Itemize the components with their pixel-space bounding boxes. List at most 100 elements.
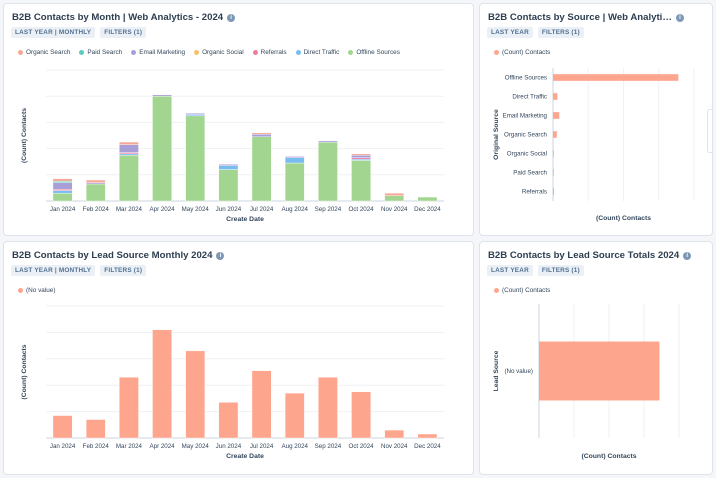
bar-organic-search bbox=[553, 131, 557, 138]
legend-item-organic-social[interactable]: Organic Social bbox=[194, 49, 244, 56]
y-tick-label: Email Marketing bbox=[503, 113, 548, 120]
legend-item-referrals[interactable]: Referrals bbox=[252, 49, 287, 56]
legend-item-offline-sources[interactable]: Offline Sources bbox=[348, 49, 400, 56]
date-range-pill[interactable]: LAST YEAR | MONTHLY bbox=[11, 27, 96, 38]
legend-swatch bbox=[348, 50, 354, 55]
bar-value-mar-2024 bbox=[119, 377, 139, 439]
date-range-pill[interactable]: LAST YEAR bbox=[487, 27, 533, 38]
legend-label: Direct Traffic bbox=[303, 49, 340, 56]
bar-value-aug-2024 bbox=[284, 392, 305, 439]
bar-direct_traffic-jan-2024 bbox=[52, 190, 73, 194]
resize-handle[interactable] bbox=[707, 109, 712, 153]
x-tick-label: Mar 2024 bbox=[116, 206, 143, 213]
y-tick-label: Offline Sources bbox=[505, 75, 547, 82]
bar-value-jun-2024 bbox=[218, 402, 239, 439]
card-title: B2B Contacts by Lead Source Totals 2024 i bbox=[488, 250, 692, 261]
info-icon[interactable]: i bbox=[675, 14, 684, 22]
bar-organic_search-oct-2024 bbox=[351, 153, 371, 156]
bar-organic_search-nov-2024 bbox=[384, 192, 405, 196]
legend-item-direct-traffic[interactable]: Direct Traffic bbox=[295, 49, 340, 56]
bar-organic_search-jan-2024 bbox=[52, 178, 73, 182]
bar-value-dec-2024 bbox=[417, 433, 438, 439]
stacked-bar-chart: Jan 2024 Feb 2024 Mar 2024 Apr 2024 May 2024… bbox=[21, 69, 444, 223]
legend-swatch bbox=[295, 50, 301, 55]
bar-email_marketing-aug-2024 bbox=[284, 156, 305, 158]
card-title: B2B Contacts by Month | Web Analytics - … bbox=[12, 12, 236, 23]
bar-offline_sources-aug-2024 bbox=[284, 162, 305, 202]
x-tick-label: Nov 2024 bbox=[381, 443, 408, 450]
x-tick-label: Oct 2024 bbox=[349, 443, 375, 450]
bar-value-oct-2024 bbox=[351, 391, 371, 439]
legend-item-no-value[interactable]: (No value) bbox=[18, 287, 55, 294]
legend-label: Referrals bbox=[260, 49, 287, 56]
chart-legend: (No value) bbox=[18, 287, 55, 294]
info-icon[interactable]: i bbox=[227, 14, 236, 22]
bar-value-apr-2024 bbox=[152, 329, 172, 439]
bar-email_marketing-mar-2024 bbox=[119, 144, 139, 153]
bar-email_marketing-may-2024 bbox=[185, 113, 206, 115]
card-title: B2B Contacts by Source | Web Analyti… i bbox=[488, 12, 700, 23]
x-tick-label: Oct 2024 bbox=[349, 206, 375, 213]
legend-swatch bbox=[131, 50, 137, 55]
bar-offline_sources-apr-2024 bbox=[152, 95, 172, 202]
x-tick-label: May 2024 bbox=[182, 443, 210, 450]
legend-item-organic-search[interactable]: Organic Search bbox=[18, 49, 70, 56]
legend-swatch bbox=[79, 50, 85, 55]
bar-organic_search-feb-2024 bbox=[85, 179, 106, 183]
x-tick-label: Dec 2024 bbox=[414, 206, 441, 213]
legend-swatch bbox=[252, 50, 258, 55]
x-tick-label: Jun 2024 bbox=[216, 206, 242, 213]
legend-item-email-marketing[interactable]: Email Marketing bbox=[131, 49, 185, 56]
x-tick-label: Feb 2024 bbox=[83, 443, 110, 450]
bar-value-jul-2024 bbox=[251, 370, 272, 439]
bar-email_marketing-jul-2024 bbox=[251, 133, 272, 138]
bar-organic_search-jul-2024 bbox=[251, 132, 272, 135]
legend-label: Offline Sources bbox=[356, 49, 400, 56]
info-icon[interactable]: i bbox=[216, 252, 225, 260]
bar-organic_search-mar-2024 bbox=[119, 141, 139, 145]
filters-pill[interactable]: FILTERS (1) bbox=[100, 27, 147, 38]
legend-item-count-contacts[interactable]: (Count) Contacts bbox=[494, 287, 550, 294]
date-range-pill[interactable]: LAST YEAR | MONTHLY bbox=[11, 265, 96, 276]
bar-email_marketing-jun-2024 bbox=[218, 164, 239, 166]
y-tick-label: (No value) bbox=[504, 368, 533, 375]
info-icon[interactable]: i bbox=[683, 252, 692, 260]
y-tick-label: Referrals bbox=[522, 189, 547, 196]
x-tick-label: May 2024 bbox=[182, 206, 210, 213]
filters-pill[interactable]: FILTERS (1) bbox=[100, 265, 147, 276]
bar-direct_traffic-jun-2024 bbox=[218, 165, 239, 170]
x-tick-label: Sep 2024 bbox=[315, 206, 342, 213]
legend-item-count-contacts[interactable]: (Count) Contacts bbox=[494, 49, 550, 56]
y-axis-title: Lead Source bbox=[493, 350, 500, 391]
legend-item-paid-search[interactable]: Paid Search bbox=[79, 49, 122, 56]
chart-legend: (Count) Contacts bbox=[494, 287, 550, 294]
x-axis-title: (Count) Contacts bbox=[581, 453, 636, 460]
date-range-pill[interactable]: LAST YEAR bbox=[487, 265, 533, 276]
bar-value-feb-2024 bbox=[85, 419, 106, 439]
bar-email_marketing-oct-2024 bbox=[351, 154, 371, 158]
x-axis-title: Create Date bbox=[226, 453, 264, 460]
x-tick-label: Jan 2024 bbox=[50, 206, 76, 213]
x-tick-label: Sep 2024 bbox=[315, 443, 342, 450]
x-tick-label: Dec 2024 bbox=[414, 443, 441, 450]
filters-pill[interactable]: FILTERS (1) bbox=[537, 27, 584, 38]
bar-value-sep-2024 bbox=[318, 377, 338, 439]
source-totals-card: B2B Contacts by Source | Web Analyti… i L… bbox=[479, 3, 713, 236]
legend-label: Organic Search bbox=[26, 49, 71, 56]
bar-offline_sources-jul-2024 bbox=[251, 136, 272, 202]
chart-legend: Organic Search Paid Search Email Marketi… bbox=[18, 49, 400, 56]
legend-swatch bbox=[494, 288, 499, 293]
y-tick-label: Organic Search bbox=[504, 132, 548, 139]
x-tick-label: Jun 2024 bbox=[216, 443, 242, 450]
x-tick-label: Aug 2024 bbox=[282, 443, 309, 450]
legend-swatch bbox=[18, 288, 23, 293]
y-tick-label: Direct Traffic bbox=[512, 94, 547, 101]
y-axis-title: Original Source bbox=[493, 109, 500, 160]
x-tick-label: Jul 2024 bbox=[250, 443, 274, 450]
bar-value-jan-2024 bbox=[52, 415, 73, 439]
x-tick-label: Jan 2024 bbox=[50, 443, 76, 450]
filters-pill[interactable]: FILTERS (1) bbox=[537, 265, 584, 276]
bar-email_marketing-apr-2024 bbox=[152, 94, 172, 97]
bar-offline_sources-jun-2024 bbox=[218, 169, 239, 202]
bar-no-value bbox=[539, 341, 660, 401]
